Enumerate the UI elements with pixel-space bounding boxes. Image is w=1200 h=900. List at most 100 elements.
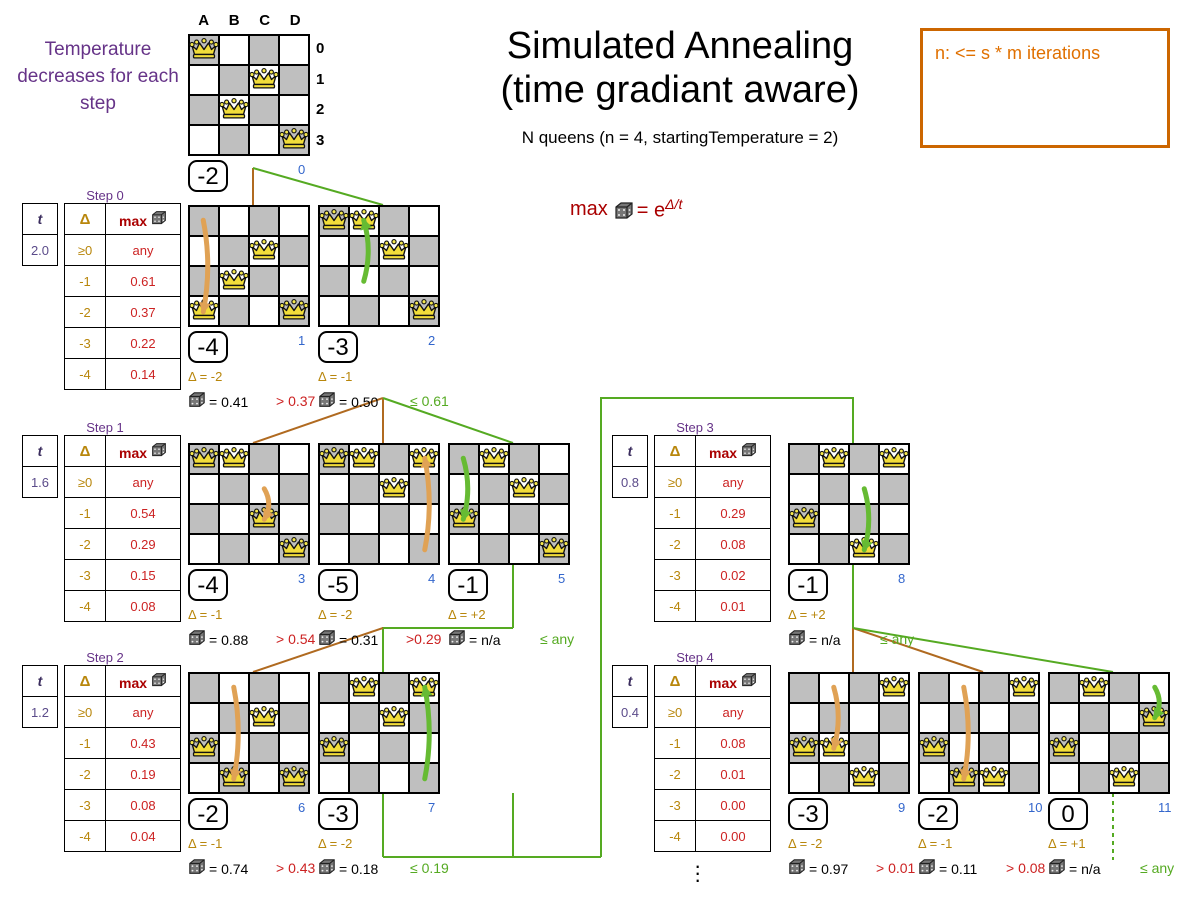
board-cell[interactable] [219,703,249,733]
board-cell[interactable] [189,763,219,793]
board-cell[interactable] [249,125,279,155]
board-cell[interactable] [879,673,909,703]
board-cell[interactable] [189,266,219,296]
board-cell[interactable] [1139,673,1169,703]
board-cell[interactable] [279,534,309,564]
board-cell[interactable] [189,534,219,564]
chessboard-0[interactable] [188,34,310,156]
board-cell[interactable] [409,474,439,504]
board-cell[interactable] [219,35,249,65]
board-cell[interactable] [849,673,879,703]
board-cell[interactable] [1009,763,1039,793]
board-cell[interactable] [319,266,349,296]
board-cell[interactable] [279,236,309,266]
board-cell[interactable] [879,474,909,504]
board-cell[interactable] [349,444,379,474]
board-cell[interactable] [509,504,539,534]
chessboard-7[interactable] [318,672,440,794]
board-cell[interactable] [379,504,409,534]
board-cell[interactable] [789,534,819,564]
board-cell[interactable] [349,266,379,296]
board-cell[interactable] [349,763,379,793]
board-cell[interactable] [249,444,279,474]
chessboard-4[interactable] [318,443,440,565]
board-cell[interactable] [879,763,909,793]
board-cell[interactable] [219,266,249,296]
board-cell[interactable] [819,504,849,534]
board-cell[interactable] [1109,763,1139,793]
board-cell[interactable] [219,444,249,474]
board-cell[interactable] [819,444,849,474]
board-cell[interactable] [279,266,309,296]
board-cell[interactable] [319,236,349,266]
board-cell[interactable] [279,673,309,703]
chessboard-2[interactable] [318,205,440,327]
board-cell[interactable] [789,444,819,474]
board-cell[interactable] [379,206,409,236]
board-cell[interactable] [379,444,409,474]
board-cell[interactable] [1139,703,1169,733]
board-cell[interactable] [189,206,219,236]
board-cell[interactable] [279,296,309,326]
board-cell[interactable] [379,474,409,504]
board-cell[interactable] [849,763,879,793]
board-cell[interactable] [349,534,379,564]
board-cell[interactable] [919,673,949,703]
board-cell[interactable] [919,763,949,793]
board-cell[interactable] [1079,673,1109,703]
board-cell[interactable] [249,206,279,236]
board-cell[interactable] [819,763,849,793]
board-cell[interactable] [409,534,439,564]
board-cell[interactable] [409,266,439,296]
board-cell[interactable] [1139,733,1169,763]
board-cell[interactable] [1079,763,1109,793]
board-cell[interactable] [379,703,409,733]
board-cell[interactable] [219,534,249,564]
board-cell[interactable] [479,504,509,534]
board-cell[interactable] [379,763,409,793]
board-cell[interactable] [349,206,379,236]
board-cell[interactable] [979,763,1009,793]
chessboard-11[interactable] [1048,672,1170,794]
board-cell[interactable] [789,733,819,763]
board-cell[interactable] [249,504,279,534]
board-cell[interactable] [539,534,569,564]
board-cell[interactable] [479,474,509,504]
board-cell[interactable] [279,444,309,474]
board-cell[interactable] [879,444,909,474]
board-cell[interactable] [319,206,349,236]
board-cell[interactable] [219,296,249,326]
chessboard-10[interactable] [918,672,1040,794]
chessboard-6[interactable] [188,672,310,794]
board-cell[interactable] [819,733,849,763]
board-cell[interactable] [539,504,569,534]
board-cell[interactable] [979,703,1009,733]
board-cell[interactable] [279,763,309,793]
board-cell[interactable] [319,733,349,763]
board-cell[interactable] [819,534,849,564]
board-cell[interactable] [879,504,909,534]
board-cell[interactable] [279,474,309,504]
board-cell[interactable] [279,125,309,155]
board-cell[interactable] [219,673,249,703]
board-cell[interactable] [249,296,279,326]
board-cell[interactable] [879,733,909,763]
chessboard-5[interactable] [448,443,570,565]
board-cell[interactable] [919,703,949,733]
board-cell[interactable] [379,673,409,703]
board-cell[interactable] [1009,703,1039,733]
board-cell[interactable] [1109,733,1139,763]
board-cell[interactable] [789,703,819,733]
board-cell[interactable] [219,95,249,125]
board-cell[interactable] [1049,673,1079,703]
board-cell[interactable] [319,673,349,703]
board-cell[interactable] [449,504,479,534]
board-cell[interactable] [189,65,219,95]
chessboard-9[interactable] [788,672,910,794]
board-cell[interactable] [279,35,309,65]
board-cell[interactable] [279,703,309,733]
board-cell[interactable] [349,703,379,733]
board-cell[interactable] [379,296,409,326]
board-cell[interactable] [189,474,219,504]
board-cell[interactable] [1049,733,1079,763]
